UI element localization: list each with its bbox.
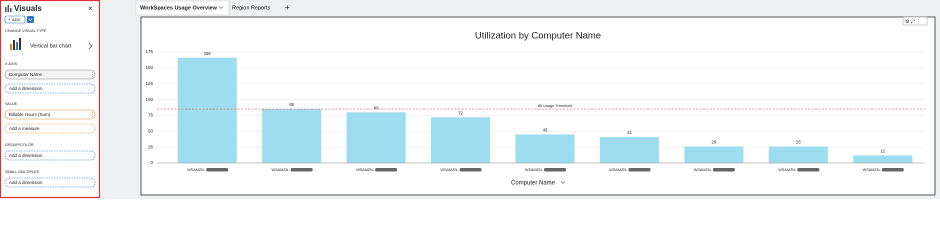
y-tick-label: 100 [145, 97, 153, 102]
redacted [290, 168, 313, 172]
panel-title: Visuals [14, 4, 42, 13]
y-tick-label: 150 [145, 65, 153, 70]
bar [515, 134, 575, 163]
tab-label[interactable]: Region Reports [232, 5, 270, 11]
close-button[interactable]: × [88, 4, 93, 13]
field-menu: ⋮ [90, 72, 95, 78]
reference-label: 85 Usage Threshold [538, 104, 572, 108]
field-well[interactable] [4, 69, 96, 80]
y-tick-label: 50 [148, 128, 154, 133]
add-tab[interactable]: + [285, 3, 290, 12]
value-label: 80 [374, 105, 379, 110]
x-tick-label: WSAMZN- [609, 168, 628, 172]
bar [599, 136, 659, 163]
field-label: Add a dimension [9, 86, 43, 91]
x-tick-label: WSAMZN- [272, 168, 291, 172]
y-tick-label: 175 [145, 49, 153, 54]
redacted [797, 168, 820, 172]
field-label: Billable Hours (Sum) [9, 112, 51, 117]
menu-icons: ⚙ ⤢ ⋮ [905, 19, 921, 25]
redacted [544, 168, 566, 172]
add-label: ADD [12, 17, 21, 22]
bar [684, 146, 744, 163]
redacted [375, 168, 398, 172]
y-tick-label: 125 [145, 81, 153, 86]
field-well[interactable] [4, 109, 96, 120]
y-tick-label: 75 [148, 113, 154, 118]
field-label: Add a measure [9, 126, 40, 131]
visuals-icon [5, 5, 12, 12]
x-tick-label: WSAMZN- [356, 168, 375, 172]
tab-active[interactable] [135, 0, 230, 16]
x-tick-label: WSAMZN- [187, 168, 206, 172]
axis-caret [560, 181, 566, 184]
value-label: 166 [204, 51, 212, 56]
value-label: 26 [796, 140, 801, 145]
x-tick-label: WSAMZN- [525, 168, 544, 172]
redacted [459, 168, 482, 172]
field-menu: ⋮ [90, 112, 95, 118]
value-label: 72 [458, 110, 463, 115]
section-label: X AXIS [5, 62, 17, 66]
tab-caret [218, 6, 224, 9]
value-label: 12 [880, 148, 885, 153]
chevron [88, 42, 93, 50]
add-button[interactable] [4, 15, 26, 24]
x-axis-title: Computer Name [511, 181, 556, 187]
bar [346, 112, 406, 163]
value-label: 26 [712, 140, 717, 145]
field-well[interactable] [4, 177, 96, 188]
field-well[interactable] [4, 123, 96, 134]
field-well[interactable] [4, 150, 96, 161]
section-label: CHANGE VISUAL TYPE [5, 29, 47, 33]
visual-menu[interactable] [902, 16, 928, 26]
visual-type[interactable]: Vertical bar chart [30, 43, 72, 49]
redacted [881, 168, 904, 172]
field-well[interactable] [4, 83, 96, 94]
field-label: Computer Name [9, 72, 43, 77]
screen: Visuals × + ADD CHANGE VISUAL TYPE Verti… [0, 0, 940, 199]
bar [262, 109, 322, 163]
add-dropdown[interactable] [27, 16, 34, 23]
value-label: 45 [543, 128, 548, 133]
visual-frame [140, 16, 936, 196]
tab-label: WorkSpaces Usage Overview [140, 5, 218, 11]
add-plus: + [8, 17, 11, 22]
redacted [712, 168, 735, 172]
value-label: 85 [289, 102, 294, 107]
value-label: 41 [627, 130, 632, 135]
y-tick-label: 25 [148, 144, 154, 149]
x-tick-label: WSAMZN- [778, 168, 797, 172]
y-tick-label: 0 [150, 160, 153, 165]
x-tick-label: WSAMZN- [440, 168, 459, 172]
bar [177, 57, 237, 163]
bar [853, 155, 913, 163]
x-tick-label: WSAMZN- [863, 168, 882, 172]
dropdown-caret [28, 18, 33, 22]
bar [768, 146, 828, 163]
bar [431, 117, 491, 163]
section-label: GROUP/COLOR [5, 143, 34, 147]
section-label: VALUE [5, 102, 18, 106]
visuals-panel [0, 0, 101, 199]
chart-title: Utilization by Computer Name [475, 31, 601, 42]
field-label: Add a dimension [9, 180, 43, 185]
x-tick-label: WSAMZN- [694, 168, 713, 172]
redacted [628, 168, 651, 172]
chart-type-icon [10, 38, 21, 50]
redacted [206, 168, 229, 172]
section-label: SMALL MULTIPLES [5, 170, 40, 174]
field-label: Add a dimension [9, 153, 43, 158]
